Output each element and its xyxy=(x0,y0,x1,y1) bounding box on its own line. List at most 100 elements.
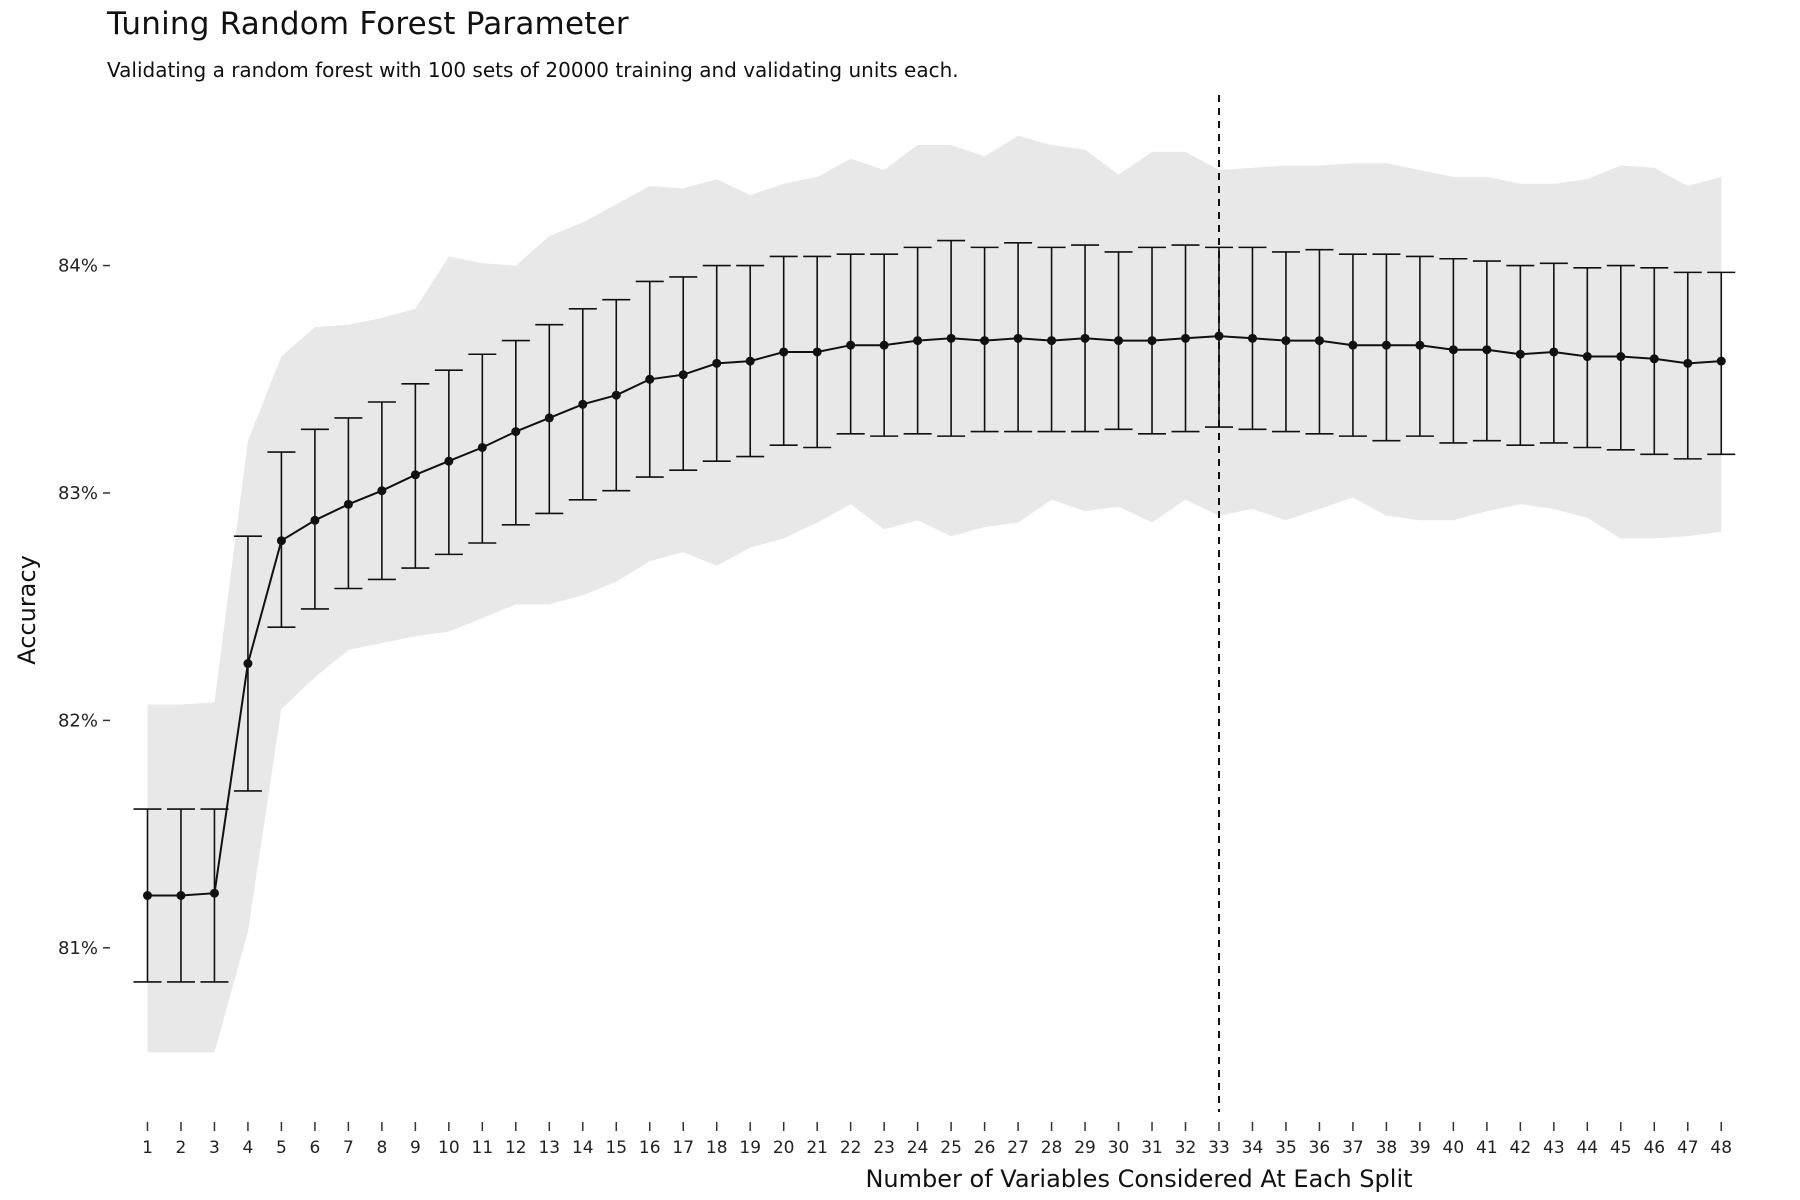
data-point xyxy=(1348,340,1358,350)
x-tick-label: 40 xyxy=(1443,1138,1465,1158)
data-point xyxy=(1482,345,1492,355)
data-point xyxy=(1616,352,1626,362)
x-tick-label: 20 xyxy=(773,1138,795,1158)
data-point xyxy=(846,340,856,350)
data-point xyxy=(745,356,755,366)
x-tick-label: 15 xyxy=(605,1138,627,1158)
data-point xyxy=(511,427,521,437)
y-tick-label: 82% xyxy=(58,710,98,731)
data-point xyxy=(1716,356,1726,366)
y-axis-title: Accuracy xyxy=(13,555,41,665)
data-point xyxy=(611,390,621,400)
x-tick-label: 46 xyxy=(1643,1138,1665,1158)
x-tick-label: 41 xyxy=(1476,1138,1498,1158)
data-point xyxy=(209,888,219,898)
data-point xyxy=(1013,333,1023,343)
data-point xyxy=(343,499,353,509)
data-point xyxy=(1649,354,1659,364)
x-tick-label: 10 xyxy=(438,1138,460,1158)
data-point xyxy=(276,536,286,546)
x-tick-label: 37 xyxy=(1342,1138,1364,1158)
x-tick-label: 2 xyxy=(176,1138,187,1158)
x-tick-label: 3 xyxy=(209,1138,220,1158)
x-tick-label: 30 xyxy=(1108,1138,1130,1158)
data-point xyxy=(310,515,320,525)
data-point xyxy=(1047,336,1057,346)
data-point xyxy=(812,347,822,357)
x-axis-title: Number of Variables Considered At Each S… xyxy=(865,1165,1412,1193)
x-tick-label: 38 xyxy=(1376,1138,1398,1158)
x-tick-label: 29 xyxy=(1074,1138,1096,1158)
data-point xyxy=(544,413,554,423)
data-point xyxy=(1147,336,1157,346)
x-tick-label: 43 xyxy=(1543,1138,1565,1158)
x-tick-label: 17 xyxy=(672,1138,694,1158)
x-tick-label: 7 xyxy=(343,1138,354,1158)
data-point xyxy=(477,442,487,452)
data-point xyxy=(377,486,387,496)
x-tick-label: 28 xyxy=(1041,1138,1063,1158)
data-point xyxy=(946,333,956,343)
data-point xyxy=(1080,333,1090,343)
x-axis: 1 2 3 4 5 6 7 8 9 10 11 12 13 14 15 16 17 18 19 20 21 22 23 24 2… xyxy=(142,1122,1732,1158)
x-tick-label: 11 xyxy=(472,1138,494,1158)
data-point xyxy=(913,336,923,346)
x-tick-label: 23 xyxy=(873,1138,895,1158)
x-tick-label: 48 xyxy=(1710,1138,1732,1158)
x-tick-label: 42 xyxy=(1510,1138,1532,1158)
y-axis: 81% 82% 83% 84% xyxy=(58,256,110,959)
mean-line-layer xyxy=(147,335,1722,897)
x-tick-label: 19 xyxy=(739,1138,761,1158)
data-point xyxy=(1582,352,1592,362)
chart-subtitle: Validating a random forest with 100 sets… xyxy=(107,58,959,82)
x-tick-label: 47 xyxy=(1677,1138,1699,1158)
x-tick-label: 16 xyxy=(639,1138,661,1158)
x-tick-label: 14 xyxy=(572,1138,594,1158)
x-tick-label: 13 xyxy=(538,1138,560,1158)
data-point xyxy=(243,659,253,669)
x-tick-label: 34 xyxy=(1242,1138,1264,1158)
data-point xyxy=(1549,347,1559,357)
data-point xyxy=(645,374,655,384)
x-tick-label: 26 xyxy=(974,1138,996,1158)
x-tick-label: 1 xyxy=(142,1138,153,1158)
y-tick-label: 81% xyxy=(58,938,98,959)
data-point xyxy=(1515,349,1525,359)
x-tick-label: 8 xyxy=(376,1138,387,1158)
data-point xyxy=(1281,336,1291,346)
x-tick-label: 22 xyxy=(840,1138,862,1158)
data-point xyxy=(1415,340,1425,350)
data-point xyxy=(444,456,454,466)
x-tick-label: 9 xyxy=(410,1138,421,1158)
data-point xyxy=(142,891,152,901)
x-tick-label: 12 xyxy=(505,1138,527,1158)
x-tick-label: 32 xyxy=(1175,1138,1197,1158)
chart-title: Tuning Random Forest Parameter xyxy=(107,6,629,42)
mean-accuracy-line xyxy=(147,335,1722,897)
x-tick-label: 25 xyxy=(940,1138,962,1158)
data-point xyxy=(1214,331,1224,341)
x-tick-label: 36 xyxy=(1309,1138,1331,1158)
x-tick-label: 5 xyxy=(276,1138,287,1158)
data-point xyxy=(1247,333,1257,343)
data-point xyxy=(1314,336,1324,346)
x-tick-label: 39 xyxy=(1409,1138,1431,1158)
data-point xyxy=(678,370,688,380)
x-tick-label: 21 xyxy=(806,1138,828,1158)
data-point xyxy=(1448,345,1458,355)
x-tick-label: 44 xyxy=(1576,1138,1598,1158)
data-point xyxy=(712,358,722,368)
x-tick-label: 24 xyxy=(907,1138,929,1158)
data-point xyxy=(1683,358,1693,368)
data-point xyxy=(980,336,990,346)
x-tick-label: 18 xyxy=(706,1138,728,1158)
data-point xyxy=(779,347,789,357)
x-tick-label: 35 xyxy=(1275,1138,1297,1158)
data-point xyxy=(1181,333,1191,343)
x-tick-label: 6 xyxy=(309,1138,320,1158)
x-tick-label: 31 xyxy=(1141,1138,1163,1158)
y-tick-label: 83% xyxy=(58,483,98,504)
x-tick-label: 45 xyxy=(1610,1138,1632,1158)
data-point xyxy=(578,399,588,409)
